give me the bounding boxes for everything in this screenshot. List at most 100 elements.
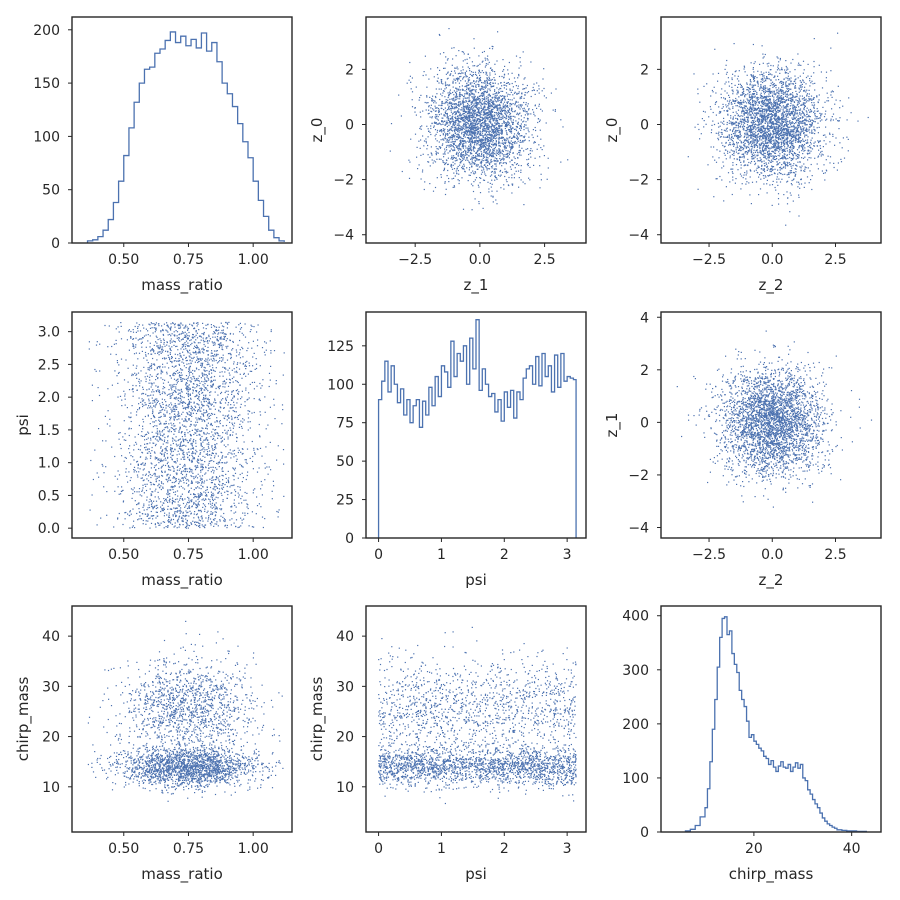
scatter-point — [446, 84, 448, 86]
scatter-point — [451, 118, 453, 120]
scatter-point — [767, 135, 769, 137]
scatter-point — [497, 129, 499, 131]
scatter-point — [470, 115, 472, 117]
scatter-point — [780, 100, 782, 102]
scatter-point — [533, 89, 535, 91]
scatter-point — [456, 146, 458, 148]
scatter-point — [721, 122, 724, 124]
scatter-point — [786, 85, 788, 87]
scatter-point — [426, 125, 428, 127]
scatter-point — [798, 118, 800, 120]
scatter-point — [471, 165, 473, 167]
scatter-point — [745, 130, 747, 132]
scatter-point — [488, 133, 490, 135]
scatter-point — [778, 178, 780, 180]
scatter-point — [505, 130, 507, 132]
scatter-point — [468, 120, 470, 122]
scatter-point — [479, 95, 481, 97]
scatter-point — [487, 124, 489, 127]
scatter-point — [484, 128, 486, 130]
scatter-point — [779, 110, 781, 113]
scatter-point — [472, 109, 474, 111]
scatter-point — [720, 97, 722, 99]
scatter-point — [757, 98, 759, 101]
scatter-point — [760, 86, 762, 88]
scatter-point — [495, 120, 497, 122]
scatter-point — [729, 157, 731, 159]
scatter-point — [478, 77, 480, 79]
scatter-point — [761, 103, 764, 105]
scatter-point — [798, 146, 800, 148]
scatter-point — [785, 65, 787, 68]
scatter-point — [417, 168, 419, 170]
scatter-point — [452, 186, 454, 188]
scatter-point — [728, 120, 730, 122]
scatter-point — [488, 100, 490, 103]
scatter-point — [465, 110, 467, 113]
scatter-point — [486, 148, 488, 150]
scatter-point — [730, 149, 732, 151]
scatter-point — [768, 110, 771, 113]
scatter-point — [775, 141, 777, 143]
scatter-point — [825, 110, 827, 112]
scatter-point — [810, 147, 812, 149]
scatter-point — [756, 142, 758, 144]
scatter-point — [496, 137, 498, 139]
scatter-point — [731, 103, 733, 105]
scatter-point — [473, 96, 475, 99]
scatter-point — [810, 82, 812, 84]
scatter-point — [501, 136, 503, 138]
scatter-point — [482, 167, 485, 169]
scatter-point — [499, 104, 501, 106]
scatter-point — [481, 124, 483, 127]
scatter-point — [498, 174, 500, 176]
scatter-point — [458, 108, 460, 110]
scatter-point — [512, 121, 514, 123]
scatter-point — [445, 87, 447, 89]
scatter-point — [510, 148, 512, 150]
scatter-point — [447, 163, 449, 165]
scatter-point — [808, 100, 810, 102]
scatter-point — [419, 126, 422, 128]
scatter-point — [759, 94, 762, 96]
scatter-point — [449, 74, 451, 76]
scatter-point — [441, 104, 443, 107]
scatter-point — [492, 148, 494, 150]
scatter-point — [484, 91, 486, 93]
scatter-point — [487, 108, 489, 110]
scatter-point — [456, 88, 458, 90]
scatter-point — [474, 172, 477, 174]
scatter-point — [447, 104, 449, 106]
scatter-point — [730, 117, 732, 119]
scatter-point — [486, 133, 488, 135]
scatter-point — [509, 94, 511, 96]
scatter-point — [490, 81, 492, 84]
scatter-point — [445, 99, 447, 101]
scatter-point — [458, 151, 460, 153]
scatter-point — [534, 141, 536, 143]
scatter-point — [469, 127, 471, 129]
scatter-point — [420, 128, 422, 130]
scatter-point — [459, 159, 462, 161]
scatter-point — [481, 134, 483, 136]
scatter-point — [777, 57, 779, 59]
scatter-point — [800, 167, 802, 169]
scatter-point — [487, 136, 489, 139]
scatter-point — [776, 137, 778, 139]
scatter-point — [758, 140, 760, 142]
scatter-point — [488, 152, 490, 154]
scatter-point — [496, 113, 498, 115]
scatter-point — [782, 150, 784, 152]
scatter-point — [458, 180, 460, 182]
scatter-point — [766, 183, 768, 185]
scatter-point — [495, 140, 497, 142]
scatter-point — [538, 88, 540, 90]
scatter-point — [438, 82, 440, 84]
scatter-point — [760, 122, 762, 124]
scatter-point — [511, 177, 513, 179]
scatter-point — [448, 130, 450, 132]
scatter-point — [790, 97, 792, 99]
scatter-point — [764, 140, 766, 142]
scatter-point — [504, 148, 506, 150]
scatter-point — [753, 107, 755, 109]
